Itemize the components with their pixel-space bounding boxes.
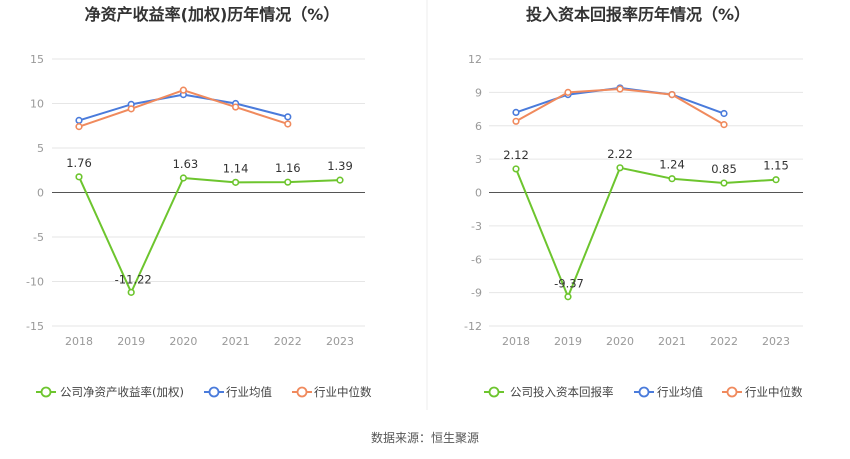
data-label: 1.24 [659, 158, 685, 172]
legend-label: 行业均值 [226, 385, 272, 399]
series-line-0 [515, 166, 777, 298]
data-point [127, 105, 135, 113]
y-tick-label: -9 [471, 287, 482, 300]
data-point [179, 174, 187, 182]
source-text: 数据来源：恒生聚源 [371, 430, 479, 445]
data-point [720, 121, 728, 129]
legend-item-2: 行业中位数 [292, 385, 372, 399]
x-tick-label: 2019 [117, 335, 145, 348]
data-point [284, 178, 292, 186]
data-point [75, 123, 83, 131]
legend-label: 行业中位数 [314, 385, 372, 399]
legend-item-1: 行业均值 [204, 385, 272, 399]
chart-panel-1: 净资产收益率(加权)历年情况（%） 15 10 5 0 -5 -10 -15 2018 2019 2… [26, 5, 372, 399]
legend-marker [488, 386, 500, 398]
data-point [512, 108, 520, 116]
legend-item-0: 公司净资产收益率(加权) [36, 385, 184, 399]
data-point [616, 85, 624, 93]
legend-marker [726, 386, 738, 398]
y-tick-label: -6 [471, 253, 482, 266]
x-tick-label: 2023 [326, 335, 354, 348]
x-tick-label: 2019 [554, 335, 582, 348]
y-tick-label: 9 [475, 86, 482, 99]
y-tick-label: 5 [37, 142, 44, 155]
legend-item-0: 公司投入资本回报率 [484, 385, 614, 399]
data-label: 1.14 [223, 161, 249, 175]
y-tick-label: 0 [37, 187, 44, 200]
x-tick-label: 2021 [222, 335, 250, 348]
data-point [336, 176, 344, 184]
chart-panel-2: 投入资本回报率历年情况（%） 12 9 6 3 0 -3 -6 -9 -12 2018 2019 202… [464, 5, 803, 399]
x-tick-label: 2020 [606, 335, 634, 348]
data-label: 0.85 [711, 162, 737, 176]
y-tick-label: 15 [30, 53, 44, 66]
x-tick-label: 2020 [169, 335, 197, 348]
data-label: 2.22 [607, 147, 633, 161]
legend-marker [296, 386, 308, 398]
data-point [127, 288, 135, 296]
data-label: 1.76 [66, 156, 92, 170]
legend-marker [638, 386, 650, 398]
x-tick-label: 2022 [274, 335, 302, 348]
y-tick-label: -10 [26, 276, 44, 289]
data-point [564, 88, 572, 96]
data-label: 2.12 [503, 148, 529, 162]
series-line-2 [515, 88, 725, 126]
y-tick-label: -15 [26, 320, 44, 333]
legend-label: 公司投入资本回报率 [510, 385, 614, 399]
data-label: -9.37 [554, 277, 584, 291]
legend-item-1: 行业均值 [634, 385, 703, 399]
data-label: 1.39 [327, 159, 353, 173]
y-tick-label: -3 [471, 220, 482, 233]
data-point [232, 178, 240, 186]
data-point [616, 164, 624, 172]
y-tick-label: 0 [475, 187, 482, 200]
legend-item-2: 行业中位数 [722, 385, 803, 399]
data-point [720, 179, 728, 187]
chart-title: 投入资本回报率历年情况（%） [526, 5, 750, 24]
data-point [668, 175, 676, 183]
data-label: 1.15 [763, 159, 789, 173]
series-line-0 [78, 176, 341, 294]
data-point [668, 90, 676, 99]
legend-marker [40, 386, 52, 398]
data-label: -11.22 [115, 272, 152, 286]
y-tick-label: -12 [464, 320, 482, 333]
y-tick-label: 6 [475, 120, 482, 133]
y-tick-label: -5 [33, 231, 44, 244]
chart-title: 净资产收益率(加权)历年情况（%） [85, 5, 340, 24]
data-label: 1.63 [173, 157, 199, 171]
y-tick-label: 3 [475, 153, 482, 166]
y-tick-label: 10 [30, 98, 44, 111]
legend-label: 行业中位数 [745, 385, 803, 399]
data-point [512, 117, 520, 125]
data-label: 1.16 [275, 161, 301, 175]
x-tick-label: 2018 [65, 335, 93, 348]
legend-label: 公司净资产收益率(加权) [60, 385, 184, 399]
data-point [179, 86, 187, 94]
data-point [720, 109, 728, 118]
data-point [75, 173, 83, 181]
x-tick-label: 2018 [502, 335, 530, 348]
x-tick-label: 2022 [710, 335, 738, 348]
data-point [772, 176, 780, 184]
data-point [75, 116, 83, 125]
data-point [564, 293, 572, 301]
data-point [284, 120, 292, 128]
data-point [284, 113, 292, 121]
data-point [512, 165, 520, 173]
y-tick-label: 12 [468, 53, 482, 66]
legend-label: 行业均值 [657, 385, 703, 399]
x-tick-label: 2021 [658, 335, 686, 348]
x-tick-label: 2023 [762, 335, 790, 348]
data-point [232, 103, 240, 111]
legend-marker [208, 386, 220, 398]
